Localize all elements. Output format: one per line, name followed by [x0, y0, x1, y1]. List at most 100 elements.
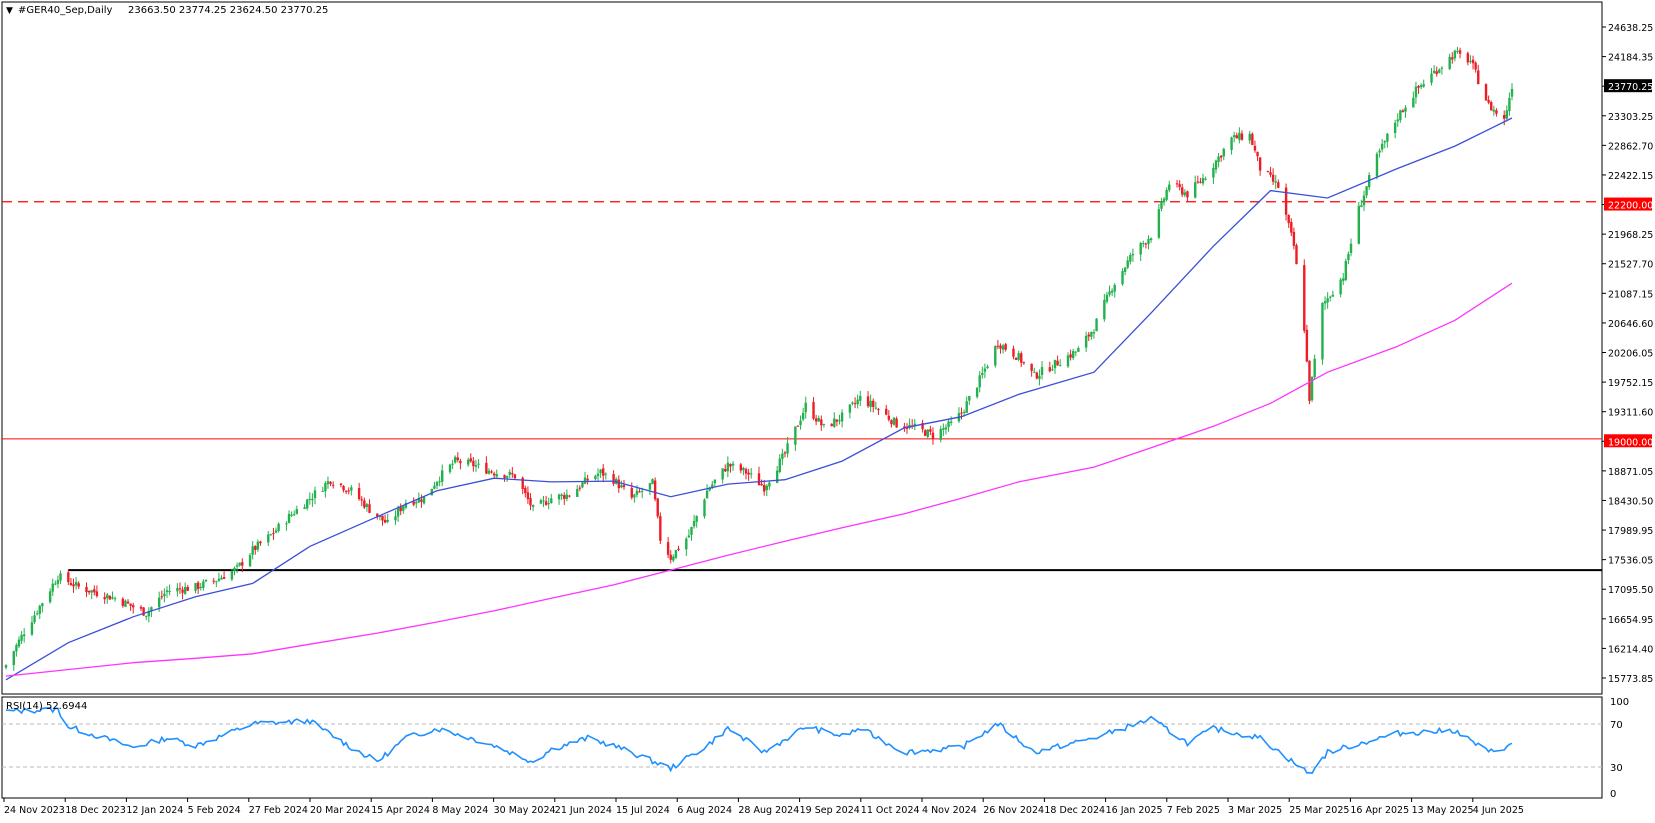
candle	[181, 586, 184, 600]
candle-body	[386, 519, 389, 522]
candle-body	[186, 586, 189, 591]
candle-body	[583, 477, 587, 484]
candle-body	[1380, 143, 1384, 150]
candle-body	[999, 345, 1002, 349]
candle-body	[1313, 358, 1316, 378]
price-tick-label: 19311.60	[1608, 408, 1653, 419]
candle-body	[602, 468, 605, 476]
candle-body	[259, 541, 262, 544]
candle-body	[308, 498, 311, 500]
candle-body	[1149, 238, 1153, 240]
candle-body	[568, 495, 571, 497]
candle	[474, 459, 478, 472]
candle	[56, 575, 60, 589]
ohlc-readout: 23663.50 23774.25 23624.50 23770.25	[128, 5, 328, 16]
candle	[1401, 109, 1405, 113]
candle	[1183, 189, 1187, 198]
candle	[783, 450, 787, 458]
candle	[656, 497, 659, 519]
price-axis[interactable]: 24638.25 24184.35 23770.25 23303.25 22862.70…	[1602, 23, 1653, 685]
candle-body	[1204, 178, 1207, 180]
candle-body	[1178, 184, 1181, 188]
candle	[531, 504, 535, 512]
candle-body	[983, 368, 987, 372]
candle	[1419, 83, 1423, 90]
candle	[1095, 318, 1098, 332]
candle	[853, 397, 857, 409]
candle	[303, 504, 306, 510]
candle	[1287, 214, 1290, 228]
candle-body	[929, 429, 932, 432]
candle	[456, 452, 459, 463]
candle-body	[324, 483, 327, 492]
price-panel[interactable]	[1, 1, 1603, 695]
time-tick-label: 18 Dec 2023	[65, 805, 126, 816]
candle-body	[1020, 353, 1023, 363]
candle	[994, 345, 997, 368]
candle	[417, 492, 421, 504]
candle-body	[895, 418, 898, 428]
candle-body	[1113, 284, 1116, 292]
candle	[1121, 268, 1124, 286]
candle	[1329, 295, 1332, 302]
candle	[415, 500, 418, 509]
candle-body	[241, 562, 244, 566]
candle-body	[181, 589, 184, 593]
candle	[1157, 203, 1161, 240]
symbol-menu-icon[interactable]: ▼	[6, 6, 13, 16]
candle	[121, 597, 125, 608]
candle	[150, 606, 153, 618]
candle-body	[290, 514, 293, 516]
candle	[929, 425, 932, 436]
candle	[692, 514, 696, 529]
rsi-tick-0: 0	[1610, 789, 1616, 800]
time-tick-label: 13 May 2025	[1412, 805, 1474, 816]
candle	[108, 595, 112, 600]
candle-body	[1069, 354, 1072, 358]
candle-body	[287, 513, 291, 524]
candle-body	[17, 639, 21, 647]
candle-body	[132, 605, 135, 608]
candle	[877, 407, 880, 415]
candle	[869, 394, 872, 413]
candle-body	[1123, 267, 1127, 272]
candle	[539, 498, 543, 504]
price-tick-label: 24638.25	[1608, 23, 1653, 34]
rsi-panel[interactable]	[1, 696, 1603, 799]
candle	[1510, 83, 1514, 101]
candle	[1277, 179, 1280, 189]
candle	[290, 511, 293, 517]
candle-body	[1181, 187, 1184, 195]
candle-body	[168, 591, 171, 593]
time-tick-label: 12 Jan 2024	[126, 805, 183, 816]
candle	[344, 490, 348, 495]
candle-body	[1235, 135, 1238, 139]
candle-body	[157, 597, 161, 608]
candle	[1165, 187, 1168, 202]
candle	[399, 503, 402, 516]
candle	[1430, 68, 1433, 86]
candle	[1103, 293, 1106, 322]
candle-body	[163, 593, 166, 597]
candle-body	[944, 427, 948, 430]
candle-body	[93, 589, 96, 593]
candle-body	[22, 634, 26, 637]
candle-body	[1038, 375, 1041, 380]
time-tick-label: 16 Jan 2025	[1106, 805, 1163, 816]
candle	[233, 566, 236, 576]
candle	[726, 456, 730, 478]
candle-body	[215, 581, 218, 583]
candle-body	[1362, 195, 1366, 206]
candle-body	[54, 583, 57, 585]
candle-body	[526, 492, 530, 500]
candle-body	[578, 487, 582, 489]
candle	[492, 471, 496, 479]
candle-body	[1183, 192, 1187, 196]
candle	[1084, 331, 1088, 352]
price-tick-label: 15773.85	[1608, 674, 1653, 685]
time-axis[interactable]: 24 Nov 2023 18 Dec 2023 12 Jan 2024 5 Feb 2…	[3, 798, 1524, 816]
candle-body	[485, 462, 488, 474]
candle	[321, 486, 324, 492]
candle	[1126, 256, 1129, 270]
